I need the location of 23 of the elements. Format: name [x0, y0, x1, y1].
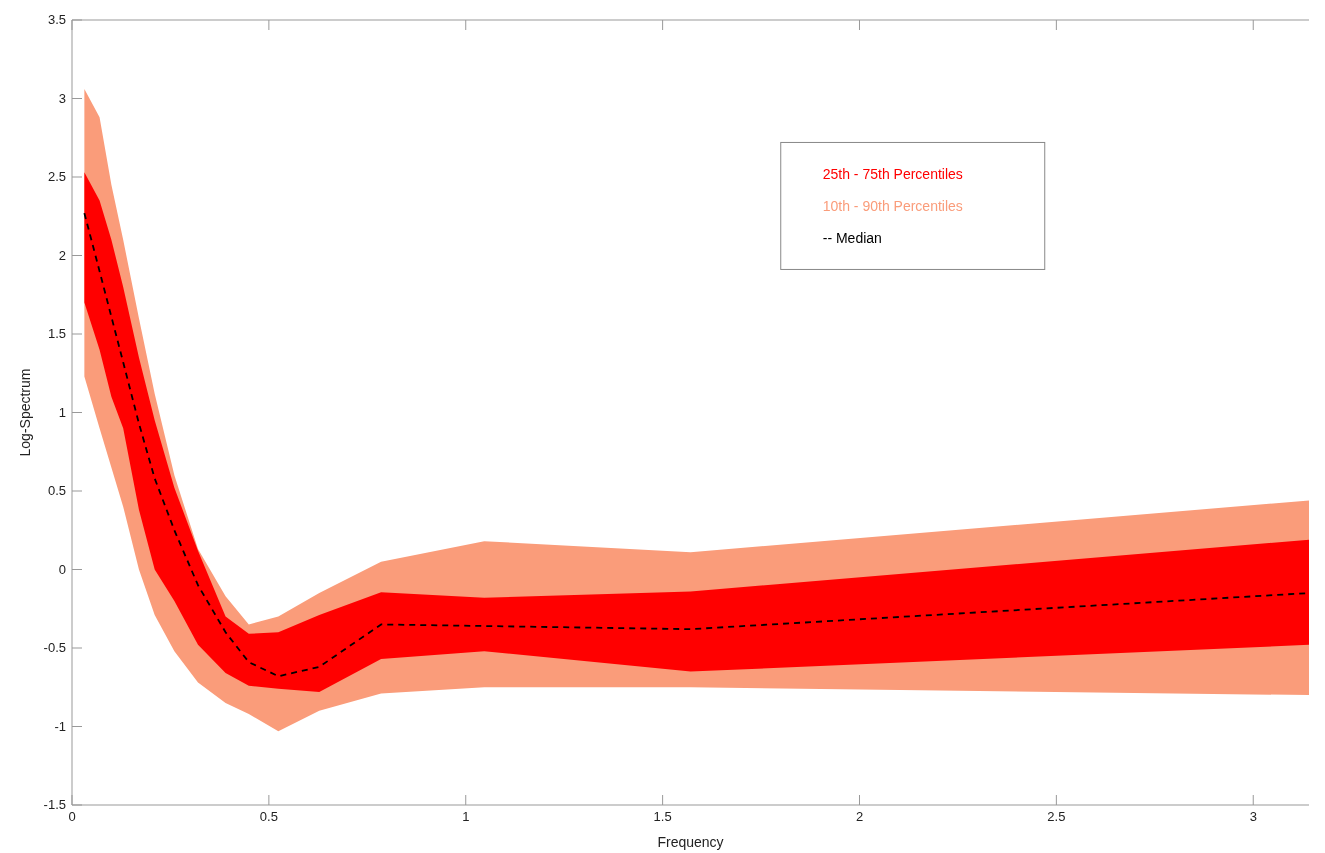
x-tick-label: 0	[68, 809, 76, 824]
x-tick-label: 3	[1249, 809, 1257, 824]
legend-label: 25th - 75th Percentiles	[822, 166, 963, 183]
x-tick-label: 1.5	[653, 809, 672, 824]
x-tick-label: 2	[855, 809, 864, 824]
y-axis-title: Log-Spectrum	[17, 368, 33, 457]
y-tick-label: -0.5	[43, 640, 66, 655]
y-tick-label: -1.5	[43, 797, 66, 812]
y-tick-label: 0.5	[47, 483, 66, 498]
y-tick-label: 2.5	[47, 169, 66, 184]
x-axis-title: Frequency	[657, 834, 724, 850]
y-tick-label: 2	[58, 247, 66, 263]
legend: 25th - 75th Percentiles 10th - 90th Percentiles -- Median	[780, 141, 1046, 270]
y-tick-label: 0	[58, 561, 66, 577]
y-tick-label: -1	[54, 718, 66, 734]
y-tick-label: 1	[58, 404, 66, 420]
x-tick-label: 0.5	[259, 809, 278, 824]
y-tick-label: 1.5	[47, 326, 66, 341]
x-tick-label: 2.5	[1047, 809, 1066, 824]
y-tick-label: 3.5	[47, 12, 66, 27]
y-tick-label: 3	[58, 90, 66, 106]
x-tick-label: 1	[462, 809, 470, 824]
legend-label: 10th - 90th Percentiles	[822, 198, 963, 215]
